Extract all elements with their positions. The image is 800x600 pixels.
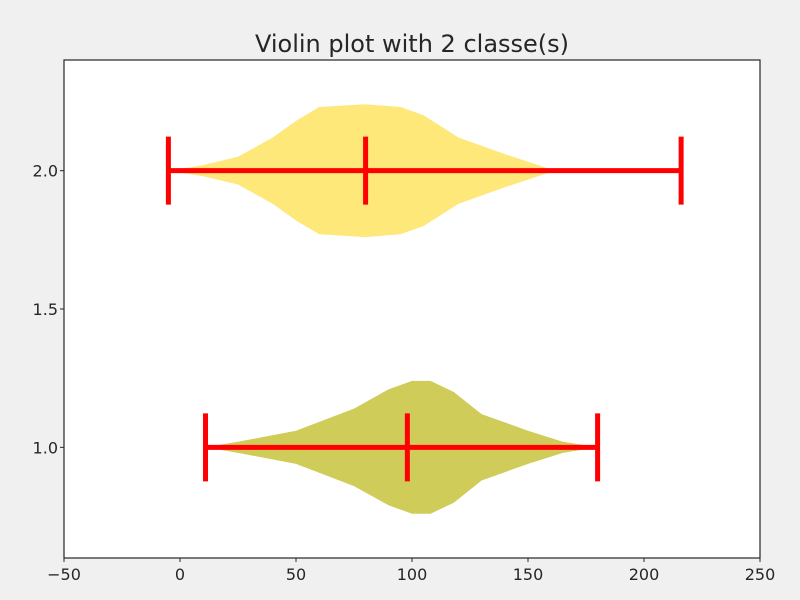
x-tick-label: 150: [513, 565, 544, 584]
y-tick-label: 1.5: [33, 300, 58, 319]
x-tick-label: −50: [47, 565, 81, 584]
chart-title: Violin plot with 2 classe(s): [255, 30, 569, 58]
x-tick-label: 250: [745, 565, 776, 584]
error-bars-layer: [165, 136, 684, 482]
x-tick-label: 0: [175, 565, 185, 584]
y-tick-label: 1.0: [33, 438, 58, 457]
x-tick-label: 50: [286, 565, 306, 584]
x-tick-label: 100: [397, 565, 428, 584]
y-axis: 1.0 1.5 2.0: [33, 162, 64, 457]
y-tick-label: 2.0: [33, 162, 58, 181]
x-tick-label: 200: [629, 565, 660, 584]
x-axis: −50 0 50 100 150 200 250: [47, 558, 775, 584]
